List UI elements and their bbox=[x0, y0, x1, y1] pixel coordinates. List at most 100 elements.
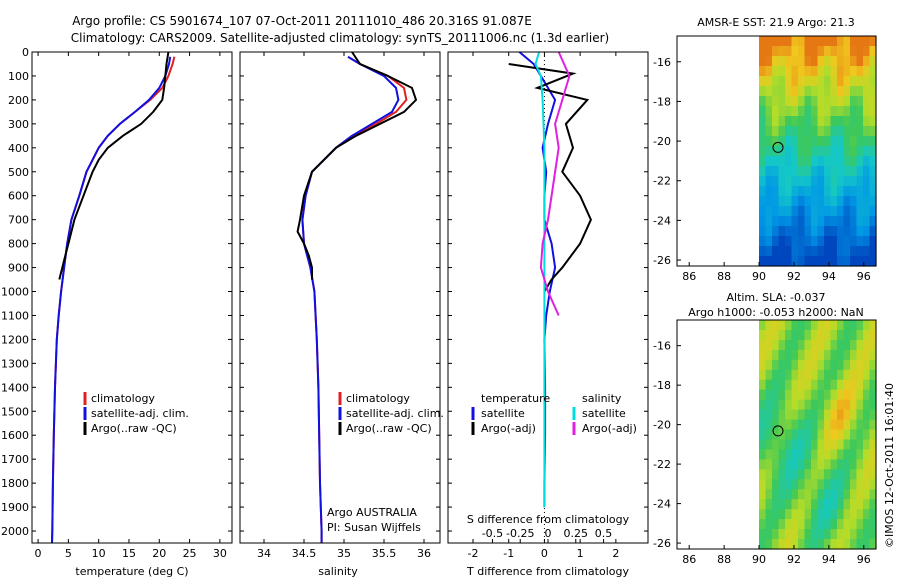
title-line-1: Argo profile: CS 5901674_107 07-Oct-2011… bbox=[72, 14, 532, 28]
x-tick-label: 25 bbox=[183, 547, 197, 560]
map-cell bbox=[817, 339, 825, 351]
map-cell bbox=[824, 339, 832, 351]
map-cell bbox=[798, 186, 806, 197]
map-cell bbox=[785, 196, 793, 207]
lat-tick-label: -24 bbox=[653, 498, 671, 511]
map-cell bbox=[856, 529, 864, 540]
map-cell bbox=[804, 206, 812, 217]
salinity-xlabel: salinity bbox=[318, 565, 358, 578]
map-cell bbox=[830, 469, 838, 480]
map-cell bbox=[830, 349, 838, 361]
map-cell bbox=[765, 186, 773, 197]
map-cell bbox=[869, 409, 877, 421]
map-cell bbox=[765, 166, 773, 177]
map-cell bbox=[798, 206, 806, 217]
map-cell bbox=[830, 509, 838, 520]
map-cell bbox=[772, 206, 780, 217]
map-cell bbox=[791, 36, 799, 47]
map-cell bbox=[837, 539, 845, 550]
map-cell bbox=[759, 359, 767, 371]
map-cell bbox=[772, 256, 780, 267]
map-cell bbox=[850, 509, 858, 520]
map-cell bbox=[837, 76, 845, 87]
map-cell bbox=[856, 226, 864, 237]
map-cell bbox=[759, 439, 767, 451]
map-cell bbox=[785, 489, 793, 500]
map-cell bbox=[837, 36, 845, 47]
map-cell bbox=[856, 186, 864, 197]
series-satellite-adj-clim- bbox=[51, 56, 172, 544]
map-cell bbox=[863, 186, 871, 197]
map-cell bbox=[830, 176, 838, 187]
lon-tick-label: 90 bbox=[752, 270, 766, 283]
map-cell bbox=[791, 206, 799, 217]
map-cell bbox=[785, 46, 793, 57]
map-cell bbox=[772, 349, 780, 361]
map-cell bbox=[798, 529, 806, 540]
map-cell bbox=[765, 409, 773, 421]
map-cell bbox=[765, 419, 773, 431]
map-cell bbox=[785, 429, 793, 441]
map-cell bbox=[837, 339, 845, 351]
map-cell bbox=[791, 469, 799, 480]
map-cell bbox=[843, 519, 851, 530]
map-cell bbox=[759, 409, 767, 421]
map-cell bbox=[791, 529, 799, 540]
map-cell bbox=[759, 126, 767, 137]
map-cell bbox=[863, 46, 871, 57]
map-cell bbox=[772, 156, 780, 167]
map-cell bbox=[791, 106, 799, 117]
map-cell bbox=[830, 86, 838, 97]
map-cell bbox=[804, 429, 812, 441]
map-cell bbox=[765, 226, 773, 237]
map-cell bbox=[791, 369, 799, 381]
map-cell bbox=[791, 176, 799, 187]
map-cell bbox=[765, 156, 773, 167]
map-cell bbox=[778, 339, 786, 351]
map-cell bbox=[804, 449, 812, 460]
map-cell bbox=[785, 320, 793, 331]
map-cell bbox=[830, 479, 838, 490]
map-cell bbox=[817, 86, 825, 97]
map-cell bbox=[765, 339, 773, 351]
map-cell bbox=[798, 46, 806, 57]
map-cell bbox=[759, 86, 767, 97]
depth-tick-label: 1000 bbox=[1, 286, 29, 299]
lon-tick-label: 86 bbox=[682, 270, 696, 283]
map-cell bbox=[850, 56, 858, 67]
map-cell bbox=[778, 86, 786, 97]
map-cell bbox=[765, 529, 773, 540]
map-cell bbox=[759, 136, 767, 147]
map-cell bbox=[830, 66, 838, 77]
map-cell bbox=[824, 459, 832, 470]
map-cell bbox=[863, 509, 871, 520]
t-difference-label: T difference from climatology bbox=[466, 565, 629, 578]
map-cell bbox=[863, 136, 871, 147]
map-cell bbox=[850, 409, 858, 421]
map-cell bbox=[824, 469, 832, 480]
map-cell bbox=[811, 226, 819, 237]
map-cell bbox=[824, 56, 832, 67]
map-cell bbox=[856, 379, 864, 391]
map-cell bbox=[824, 226, 832, 237]
map-cell bbox=[798, 216, 806, 227]
map-cell bbox=[850, 236, 858, 247]
map-cell bbox=[772, 176, 780, 187]
map-cell bbox=[772, 479, 780, 490]
map-cell bbox=[863, 359, 871, 371]
map-cell bbox=[811, 36, 819, 47]
map-cell bbox=[765, 246, 773, 257]
map-cell bbox=[778, 489, 786, 500]
difference-panel: -2 -1 0 1 2 -0.5 -0.25 0 0.25 0.5 S difference f… bbox=[447, 51, 649, 578]
map-cell bbox=[843, 509, 851, 520]
map-cell bbox=[811, 489, 819, 500]
map-cell bbox=[791, 439, 799, 451]
map-cell bbox=[824, 379, 832, 391]
map-cell bbox=[791, 256, 799, 267]
map-cell bbox=[830, 489, 838, 500]
x-tick-label: 5 bbox=[65, 547, 72, 560]
map-cell bbox=[759, 320, 767, 331]
map-cell bbox=[772, 56, 780, 67]
map-cell bbox=[837, 519, 845, 530]
map-cell bbox=[837, 359, 845, 371]
